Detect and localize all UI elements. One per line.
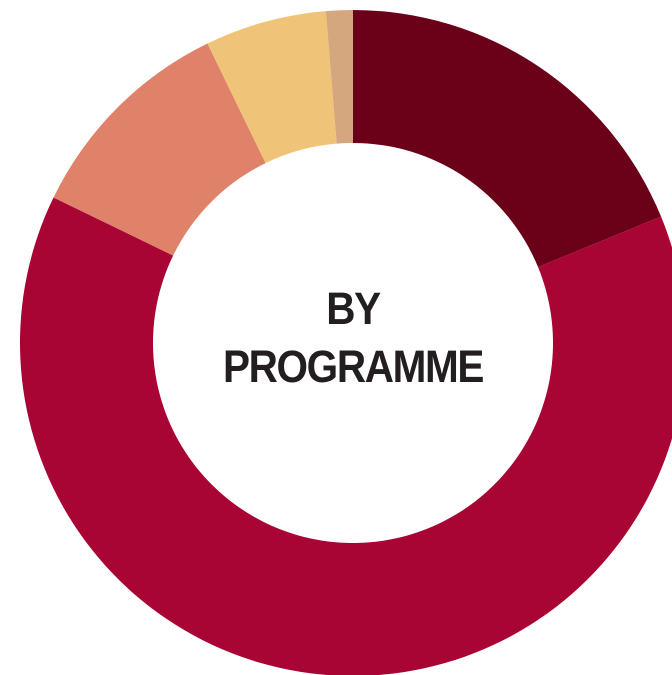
donut-slice: [325, 10, 353, 144]
chart-title: BY PROGRAMME: [222, 283, 484, 392]
donut-slice: [207, 11, 337, 164]
donut-slice: [353, 10, 662, 268]
donut-slice: [19, 197, 672, 675]
donut-slice: [53, 43, 266, 256]
